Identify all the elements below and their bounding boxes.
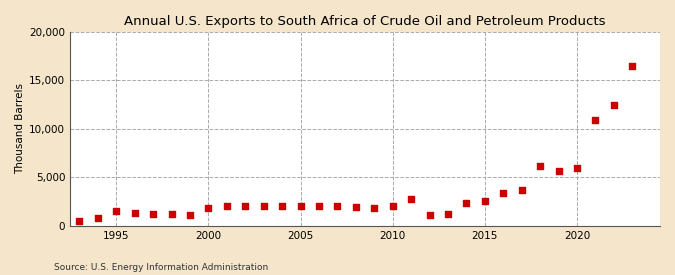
Point bbox=[572, 166, 583, 170]
Point bbox=[516, 188, 527, 192]
Point bbox=[203, 206, 214, 211]
Point bbox=[369, 206, 380, 211]
Text: Source: U.S. Energy Information Administration: Source: U.S. Energy Information Administ… bbox=[54, 263, 268, 272]
Point bbox=[259, 203, 269, 208]
Point bbox=[130, 211, 140, 216]
Point bbox=[627, 64, 638, 68]
Point bbox=[74, 219, 85, 223]
Point bbox=[479, 199, 490, 203]
Y-axis label: Thousand Barrels: Thousand Barrels bbox=[15, 83, 25, 174]
Point bbox=[166, 212, 177, 216]
Point bbox=[92, 216, 103, 220]
Point bbox=[443, 212, 454, 216]
Point bbox=[295, 204, 306, 209]
Point bbox=[332, 204, 343, 209]
Point bbox=[148, 212, 159, 216]
Point bbox=[387, 203, 398, 208]
Point bbox=[535, 164, 545, 168]
Point bbox=[590, 118, 601, 122]
Point bbox=[314, 203, 325, 208]
Point bbox=[350, 205, 361, 210]
Point bbox=[424, 213, 435, 218]
Point bbox=[111, 209, 122, 214]
Point bbox=[221, 204, 232, 209]
Point bbox=[554, 168, 564, 173]
Point bbox=[461, 200, 472, 205]
Title: Annual U.S. Exports to South Africa of Crude Oil and Petroleum Products: Annual U.S. Exports to South Africa of C… bbox=[124, 15, 606, 28]
Point bbox=[406, 197, 416, 201]
Point bbox=[609, 103, 620, 107]
Point bbox=[184, 213, 195, 218]
Point bbox=[498, 191, 509, 195]
Point bbox=[240, 203, 250, 208]
Point bbox=[277, 203, 288, 208]
